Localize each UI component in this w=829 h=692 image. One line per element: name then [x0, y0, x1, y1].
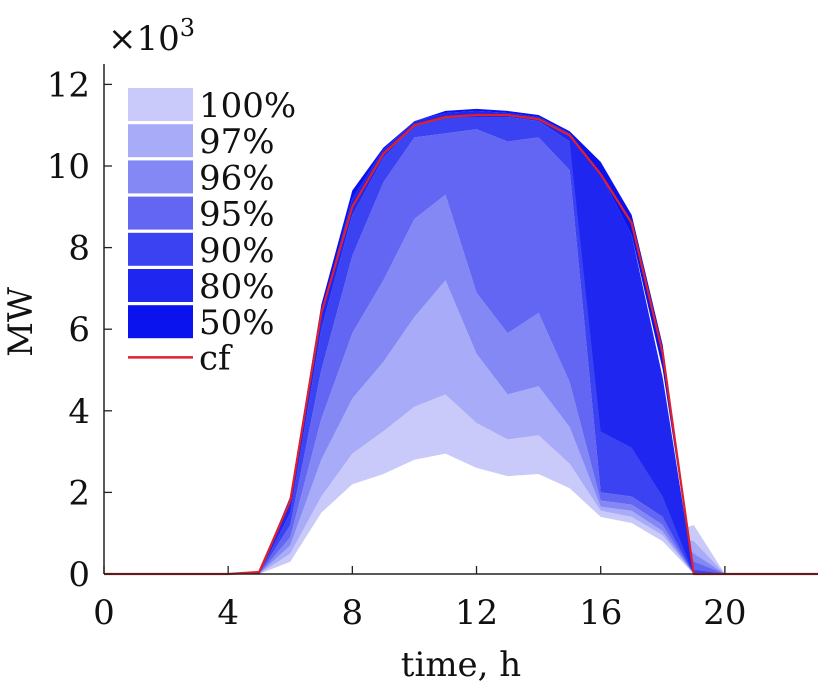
legend-label: cf: [199, 338, 233, 378]
y-ticks: 0 2 4 6 8 10 12: [47, 65, 112, 595]
x-tick-label: 12: [455, 593, 498, 633]
legend-swatch: [128, 88, 193, 121]
y-tick-label: 2: [68, 473, 90, 513]
y-tick-label: 0: [68, 555, 90, 595]
legend-swatch: [128, 160, 193, 194]
y-tick-label: 10: [47, 147, 90, 187]
band-97pct: [104, 280, 818, 574]
x-tick-label: 16: [579, 593, 622, 633]
legend-swatch: [128, 196, 193, 230]
legend-swatch: [128, 305, 193, 339]
legend: 100%97%96%95%90%80%50%cf: [128, 86, 296, 378]
legend-label: 97%: [199, 122, 275, 162]
legend-swatch: [128, 124, 193, 158]
legend-swatch: [128, 269, 193, 302]
band-100pct: [104, 394, 818, 574]
y-multiplier-label: ×103: [108, 14, 195, 59]
y-multiplier-base: ×10: [108, 19, 180, 59]
x-tick-label: 0: [93, 593, 115, 633]
x-tick-label: 20: [703, 593, 746, 633]
band-96pct: [104, 194, 818, 574]
y-tick-label: 4: [68, 392, 90, 432]
x-tick-label: 8: [342, 593, 364, 633]
bands-layer: [104, 108, 818, 575]
legend-label: 80%: [199, 267, 275, 307]
legend-swatch: [128, 232, 193, 266]
x-tick-label: 4: [217, 593, 239, 633]
y-tick-label: 8: [68, 229, 90, 269]
y-axis-label: MW: [1, 287, 41, 357]
legend-label: 96%: [199, 158, 275, 198]
x-axis-label: time, h: [401, 645, 521, 685]
band-80pct: [104, 110, 818, 575]
legend-label: 95%: [199, 195, 275, 235]
legend-label: 90%: [199, 231, 275, 271]
y-multiplier-exponent: 3: [180, 14, 195, 42]
x-ticks: 0 4 8 12 16 20: [93, 566, 747, 633]
y-tick-label: 6: [68, 310, 90, 350]
legend-label: 50%: [199, 303, 275, 343]
axes-layer: [103, 64, 818, 575]
legend-label: 100%: [199, 86, 296, 126]
band-95pct: [104, 129, 818, 575]
y-tick-label: 12: [47, 65, 90, 105]
